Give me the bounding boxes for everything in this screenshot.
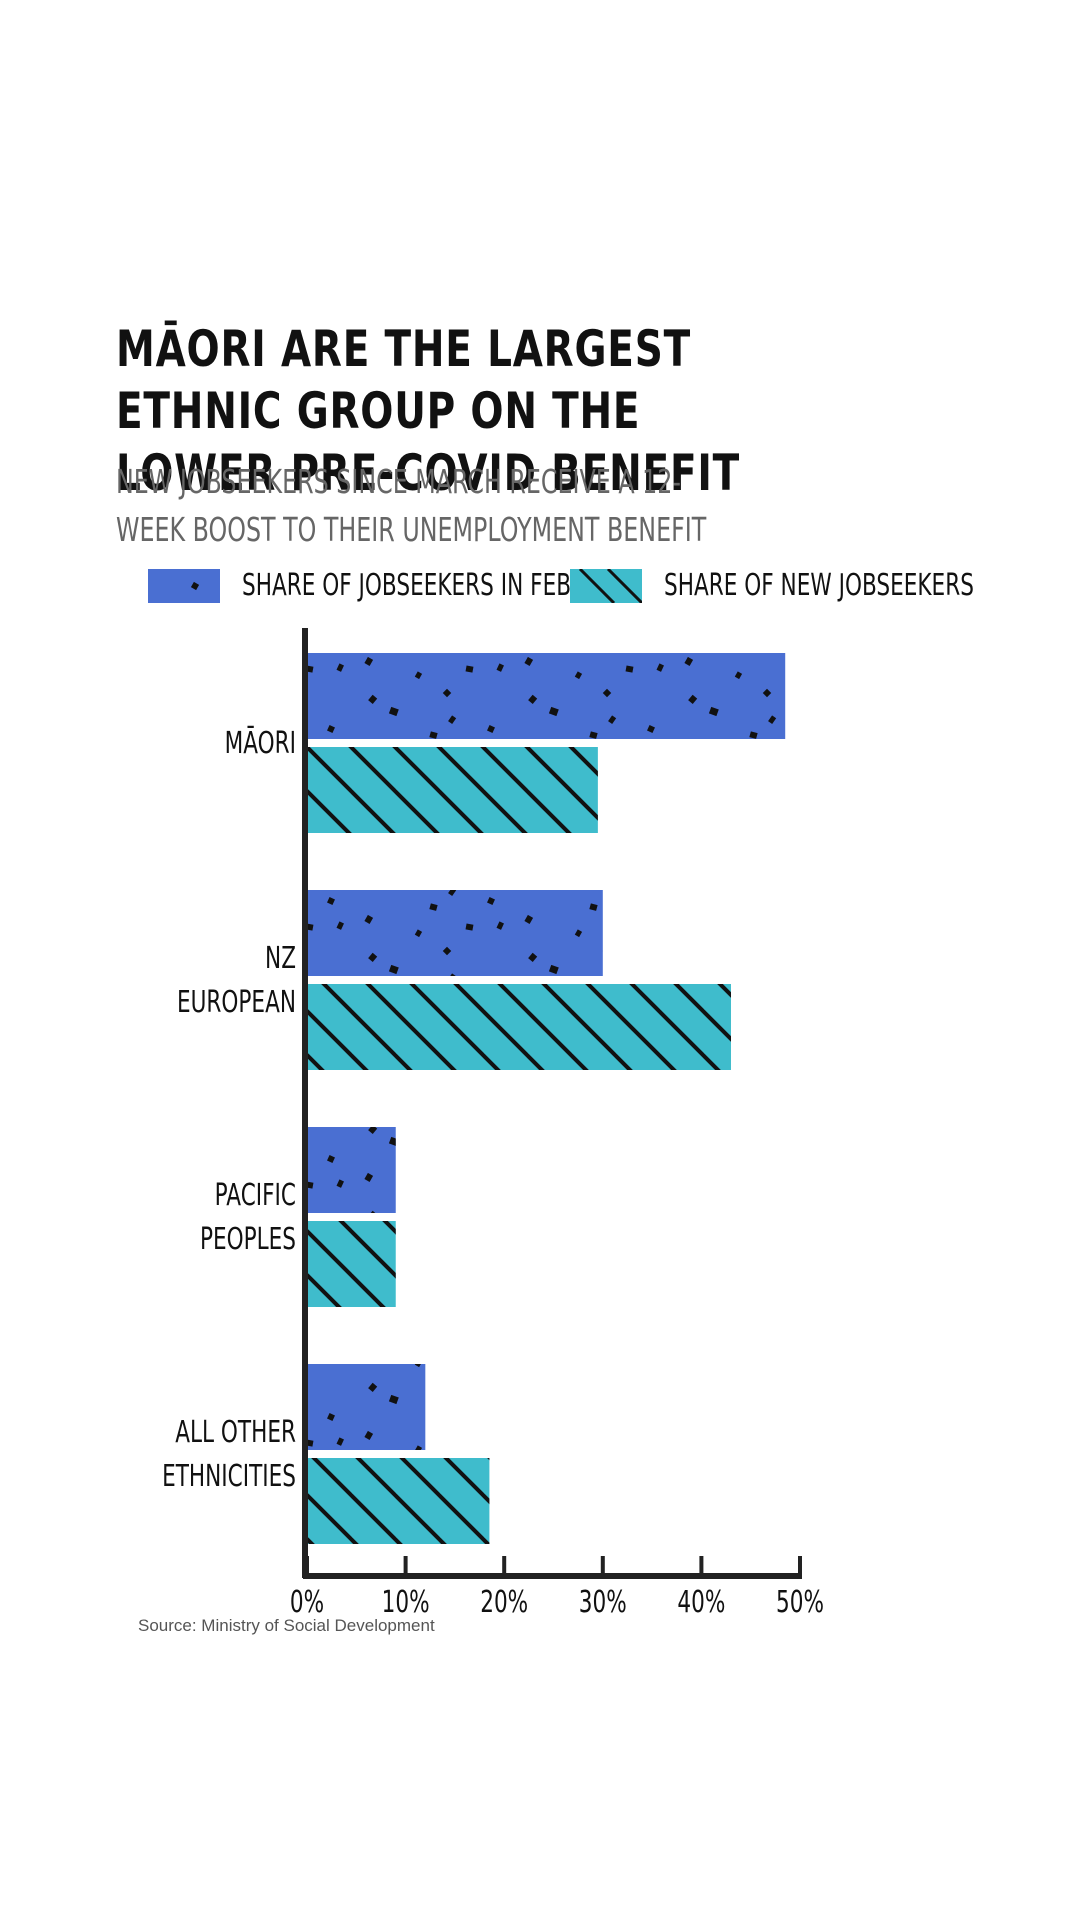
legend-label-feb: SHARE OF JOBSEEKERS IN FEB: [242, 568, 572, 603]
source-note: Source: Ministry of Social Development: [138, 1616, 435, 1635]
x-tick-label-4: 40%: [677, 1586, 725, 1620]
bar-pattern-new-3: [307, 1458, 490, 1544]
category-label-1: NZ EUROPEAN: [177, 942, 296, 1020]
chart-title: MĀORI ARE THE LARGEST ETHNIC GROUP ON TH…: [116, 320, 741, 502]
bar-pattern-feb-1: [307, 890, 603, 976]
bar-pattern-new-2: [307, 1221, 396, 1307]
bar-pattern-feb-0: [307, 653, 786, 739]
category-label-0: MĀORI: [225, 725, 296, 761]
bar-pattern-new-1: [307, 984, 731, 1070]
legend-label-new: SHARE OF NEW JOBSEEKERS: [664, 568, 974, 603]
bar-pattern-feb-3: [307, 1364, 426, 1450]
chart-subtitle: NEW JOBSEEKERS SINCE MARCH RECEIVE A 12-…: [116, 462, 707, 549]
category-label-3: ALL OTHER ETHNICITIES: [162, 1416, 296, 1494]
x-tick-label-2: 20%: [480, 1586, 528, 1620]
bar-pattern-feb-2: [307, 1127, 396, 1213]
legend-swatch-feb: [148, 569, 220, 603]
x-tick-label-3: 30%: [579, 1586, 627, 1620]
category-label-2: PACIFIC PEOPLES: [200, 1179, 296, 1257]
x-tick-label-1: 10%: [382, 1586, 430, 1620]
x-tick-label-5: 50%: [776, 1586, 824, 1620]
legend-swatch-new: [570, 569, 642, 603]
x-tick-label-0: 0%: [290, 1586, 324, 1620]
bar-pattern-new-0: [307, 747, 598, 833]
